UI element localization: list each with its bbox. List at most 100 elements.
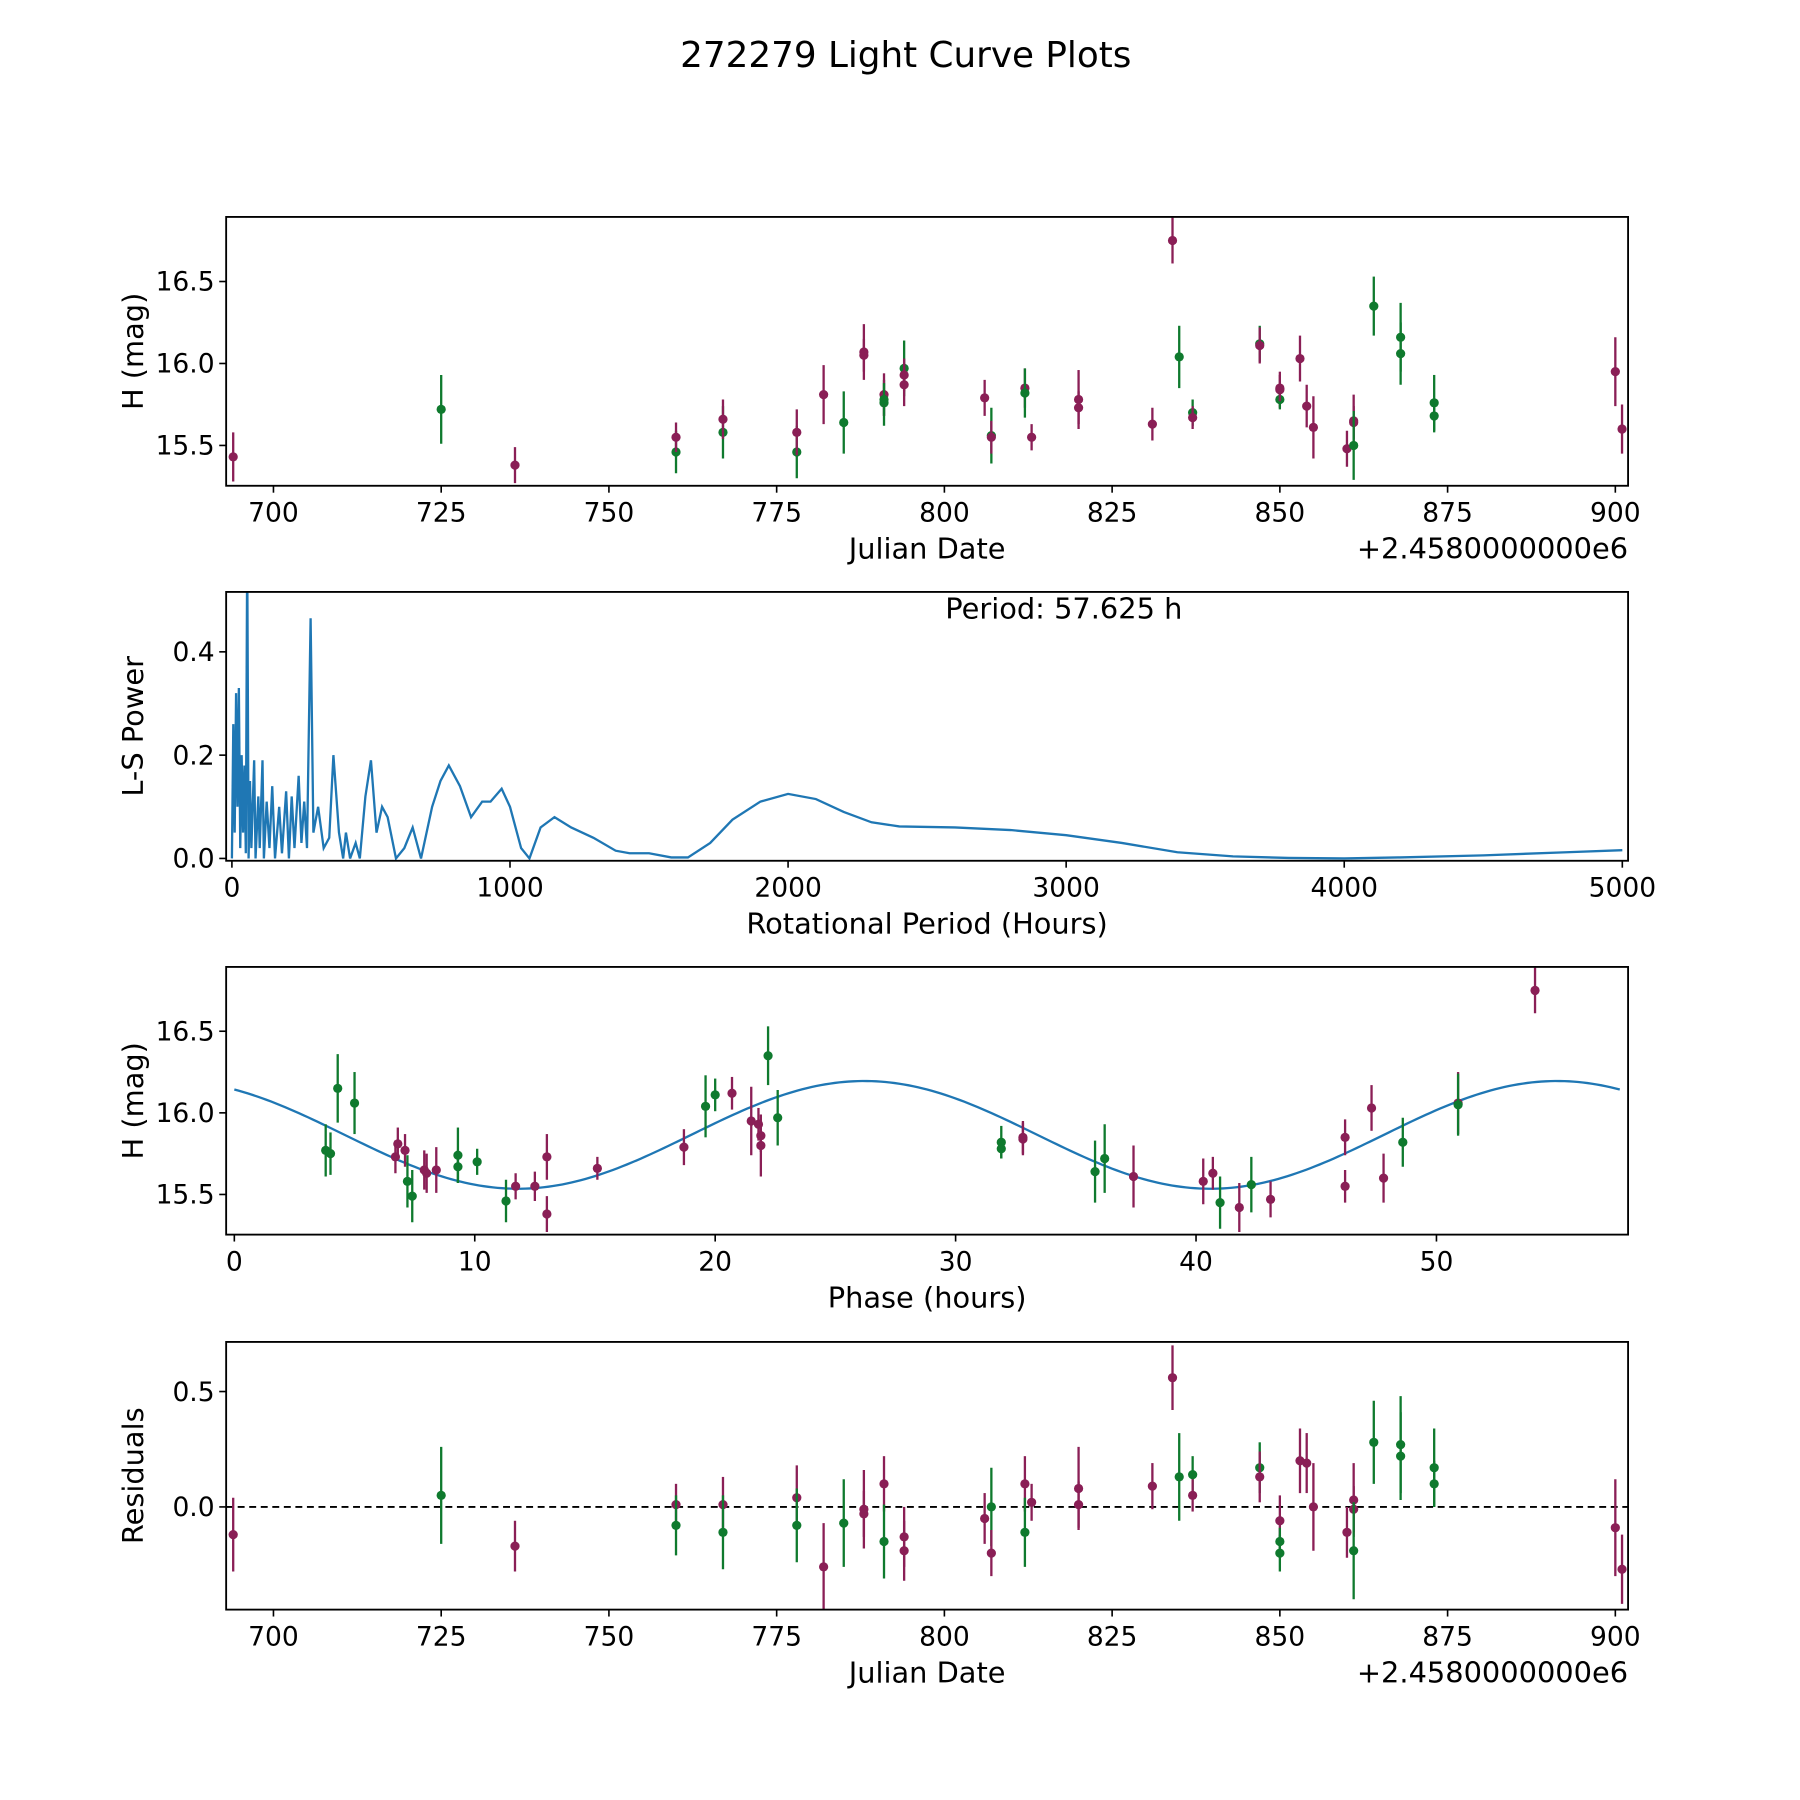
data-point — [1147, 419, 1157, 429]
data-point — [746, 1116, 756, 1126]
axes-frame — [225, 966, 1629, 1236]
x-tick-label: 900 — [1590, 1621, 1641, 1652]
data-point — [1369, 1437, 1379, 1447]
x-tick-label: 900 — [1590, 498, 1641, 529]
data-point — [1198, 1176, 1208, 1187]
x-tick-label: 725 — [416, 498, 467, 529]
data-point — [1340, 1181, 1350, 1191]
data-point — [1255, 1472, 1265, 1482]
data-point — [1026, 432, 1037, 442]
data-point — [879, 394, 889, 405]
x-offset-label: +2.4580000000e6 — [1357, 1655, 1628, 1689]
data-point — [986, 1502, 996, 1512]
data-point — [1302, 401, 1312, 411]
data-point — [718, 414, 728, 424]
x-tick-label: 750 — [584, 498, 635, 529]
data-point — [700, 1101, 711, 1111]
x-tick-label: 775 — [751, 498, 802, 529]
x-tick-label: 750 — [584, 1621, 635, 1652]
data-point — [1073, 1500, 1084, 1510]
data-point — [1147, 1481, 1157, 1491]
data-point — [1308, 422, 1319, 433]
y-axis-label: H (mag) — [116, 293, 150, 410]
data-point — [1090, 1166, 1100, 1177]
data-point — [1188, 1490, 1198, 1500]
data-point — [986, 432, 996, 442]
x-tick-label: 875 — [1422, 498, 1473, 529]
y-tick-label: 16.0 — [156, 349, 215, 380]
panel-periodogram: 0 1000 2000 3000 4000 5000 0.0 0.2 0.4 Rotational… — [116, 591, 1656, 940]
data-point — [542, 1209, 552, 1219]
data-point — [1275, 383, 1285, 393]
data-point — [1308, 1502, 1319, 1512]
x-tick-label: 700 — [248, 1621, 299, 1652]
data-point — [1396, 349, 1406, 359]
plot-area — [228, 217, 1627, 484]
data-point — [839, 1518, 849, 1528]
data-point — [996, 1144, 1006, 1154]
x-tick-label: 20 — [698, 1246, 732, 1277]
y-tick-label: 16.0 — [156, 1098, 215, 1129]
data-point — [839, 417, 849, 428]
data-point — [1429, 1479, 1439, 1489]
x-offset-label: +2.4580000000e6 — [1357, 531, 1628, 565]
data-point — [792, 1520, 802, 1530]
data-point — [1128, 1171, 1139, 1182]
data-point — [1610, 367, 1620, 377]
x-tick-label: 4000 — [1310, 873, 1377, 904]
data-point — [671, 432, 681, 442]
axes-frame — [225, 591, 1629, 862]
x-axis-label: Julian Date — [847, 531, 1006, 565]
panel-residuals: 700 725 750 775 800 825 850 875 900 0.0 0.5 Julian … — [116, 1341, 1641, 1689]
x-tick-label: 5000 — [1589, 873, 1656, 904]
plot-area — [230, 591, 1623, 861]
data-point — [501, 1196, 511, 1206]
y-tick-label: 0.0 — [172, 844, 214, 875]
x-tick-label: 30 — [939, 1246, 973, 1277]
y-tick-label: 0.4 — [172, 637, 214, 668]
plot-area — [234, 967, 1621, 1233]
data-point — [819, 390, 829, 400]
data-point — [980, 393, 990, 403]
data-point — [1174, 1472, 1184, 1482]
x-tick-label: 775 — [751, 1621, 802, 1652]
data-point — [792, 427, 802, 437]
data-point — [333, 1083, 343, 1093]
x-tick-label: 825 — [1087, 1621, 1138, 1652]
data-point — [407, 1191, 417, 1201]
data-point — [819, 1562, 829, 1572]
x-axis-label: Julian Date — [847, 1655, 1006, 1689]
data-point — [1018, 1132, 1028, 1142]
data-point — [1398, 1137, 1408, 1147]
x-tick-label: 2000 — [754, 873, 821, 904]
data-point — [859, 350, 869, 360]
y-tick-label: 0.5 — [172, 1377, 214, 1408]
data-point — [1429, 411, 1439, 421]
y-axis-label: Residuals — [116, 1407, 150, 1544]
data-point — [710, 1090, 720, 1100]
data-point — [431, 1165, 441, 1175]
x-tick-label: 850 — [1255, 1621, 1306, 1652]
data-point — [1610, 1523, 1620, 1533]
x-tick-label: 10 — [458, 1246, 492, 1277]
data-point — [1396, 1451, 1406, 1461]
periodogram-line — [230, 591, 1623, 861]
data-point — [453, 1162, 463, 1172]
data-point — [510, 1541, 520, 1551]
x-tick-label: 1000 — [476, 873, 543, 904]
data-point — [1302, 1458, 1312, 1468]
data-point — [1255, 340, 1265, 351]
data-point — [859, 1509, 869, 1519]
x-axis-label: Phase (hours) — [828, 1280, 1027, 1314]
data-point — [402, 1176, 413, 1187]
data-point — [1295, 353, 1305, 364]
data-point — [1349, 440, 1359, 451]
data-point — [472, 1157, 482, 1167]
data-point — [1530, 985, 1540, 996]
data-point — [1342, 1527, 1352, 1537]
y-tick-label: 15.5 — [156, 1180, 215, 1211]
data-point — [510, 460, 520, 470]
x-tick-label: 3000 — [1032, 873, 1099, 904]
panel-light-curve: 700 725 750 775 800 825 850 875 900 15.5 16.0 16.5 J… — [116, 215, 1641, 565]
